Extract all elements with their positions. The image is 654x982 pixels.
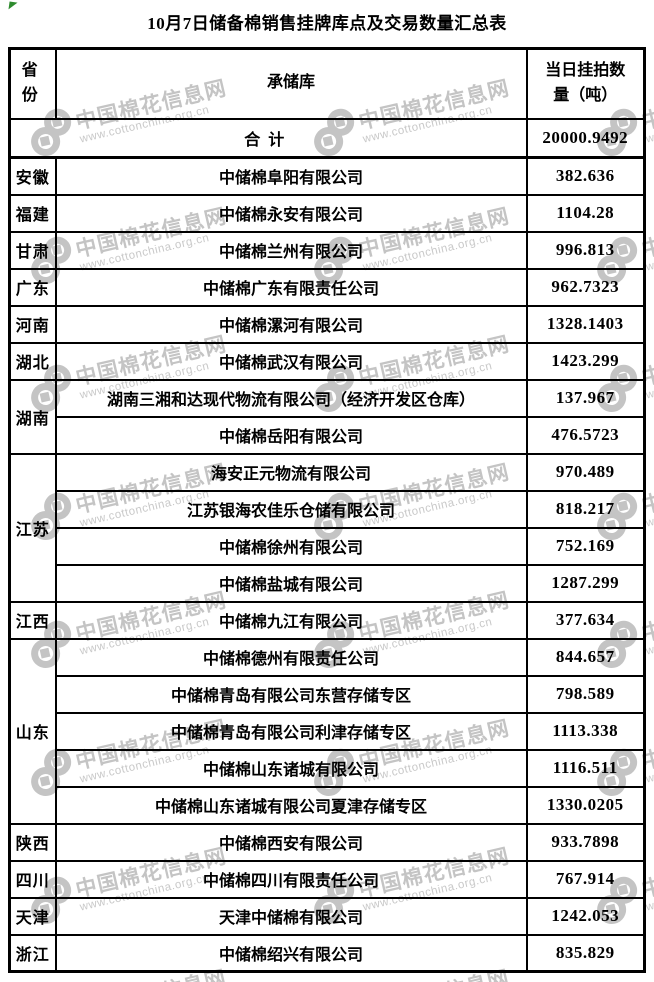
quantity-cell: 1113.338 — [525, 711, 646, 751]
table-row: 河南 中储棉漯河有限公司 1328.1403 — [8, 304, 646, 344]
warehouse-cell: 中储棉徐州有限公司 — [54, 526, 528, 566]
table-row: 安徽 中储棉阜阳有限公司 382.636 — [8, 156, 646, 196]
warehouse-cell: 中储棉武汉有限公司 — [54, 341, 528, 381]
warehouse-cell: 中储棉四川有限责任公司 — [54, 859, 528, 899]
table-row: 江苏银海农佳乐仓储有限公司 818.217 — [10, 489, 646, 529]
warehouse-cell: 中储棉漯河有限公司 — [54, 304, 528, 344]
header-quantity: 当日挂拍数量（吨） — [525, 47, 646, 120]
table-row: 甘肃 中储棉兰州有限公司 996.813 — [8, 230, 646, 270]
table-row: 福建 中储棉永安有限公司 1104.28 — [8, 193, 646, 233]
quantity-cell: 933.7898 — [525, 822, 646, 862]
province-cell: 广东 — [8, 267, 57, 307]
province-cell: 山东 — [8, 637, 57, 825]
watermark-site-url: www.cottonchina.org.cn — [644, 360, 654, 403]
warehouse-cell: 中储棉岳阳有限公司 — [54, 415, 528, 455]
table-row: 广东 中储棉广东有限责任公司 962.7323 — [8, 267, 646, 307]
table-row: 中储棉徐州有限公司 752.169 — [10, 526, 646, 566]
watermark-site-url: www.cottonchina.org.cn — [644, 872, 654, 915]
warehouse-cell: 江苏银海农佳乐仓储有限公司 — [54, 489, 528, 529]
warehouse-cell: 中储棉德州有限责任公司 — [54, 637, 528, 677]
table-row: 江苏 海安正元物流有限公司 970.489 — [8, 452, 646, 603]
watermark-site-url: www.cottonchina.org.cn — [644, 744, 654, 787]
quantity-cell: 1104.28 — [525, 193, 646, 233]
watermark-site-url: www.cottonchina.org.cn — [644, 104, 654, 147]
quantity-cell: 382.636 — [525, 156, 646, 196]
quantity-cell: 752.169 — [525, 526, 646, 566]
province-cell: 甘肃 — [8, 230, 57, 270]
table-row: 江西 中储棉九江有限公司 377.634 — [8, 600, 646, 640]
table-row: 中储棉盐城有限公司 1287.299 — [10, 563, 646, 603]
watermark-site-url: www.cottonchina.org.cn — [644, 488, 654, 531]
warehouse-cell: 中储棉阜阳有限公司 — [54, 156, 528, 196]
province-cell: 福建 — [8, 193, 57, 233]
table-row: 中储棉山东诸城有限公司 1116.511 — [10, 748, 646, 788]
summary-table: 省份 承储库 当日挂拍数量（吨） 合计 20000.9492 安徽 中储棉阜阳有限… — [8, 47, 646, 973]
province-cell: 天津 — [8, 896, 57, 936]
province-cell: 江苏 — [8, 452, 57, 603]
quantity-cell: 1242.053 — [525, 896, 646, 936]
warehouse-cell: 湖南三湘和达现代物流有限公司（经济开发区仓库） — [54, 378, 528, 418]
warehouse-cell: 海安正元物流有限公司 — [54, 452, 528, 492]
table-row: 中储棉青岛有限公司利津存储专区 1113.338 — [10, 711, 646, 751]
table-row: 湖南 湖南三湘和达现代物流有限公司（经济开发区仓库） 137.967 — [8, 378, 646, 455]
quantity-cell: 1116.511 — [525, 748, 646, 788]
header-warehouse: 承储库 — [54, 47, 528, 120]
quantity-cell: 970.489 — [525, 452, 646, 492]
province-cell: 江西 — [8, 600, 57, 640]
table-row: 浙江 中储棉绍兴有限公司 835.829 — [8, 933, 646, 973]
total-quantity: 20000.9492 — [525, 117, 646, 159]
green-corner-marker — [8, 1, 18, 11]
watermark-site-url: www.cottonchina.org.cn — [644, 616, 654, 659]
warehouse-cell: 中储棉兰州有限公司 — [54, 230, 528, 270]
header-province: 省份 — [8, 47, 57, 120]
table-row: 中储棉岳阳有限公司 476.5723 — [10, 415, 646, 455]
total-row: 合计 20000.9492 — [8, 117, 646, 159]
warehouse-cell: 中储棉青岛有限公司东营存储专区 — [54, 674, 528, 714]
quantity-cell: 1423.299 — [525, 341, 646, 381]
quantity-cell: 818.217 — [525, 489, 646, 529]
warehouse-cell: 中储棉山东诸城有限公司夏津存储专区 — [54, 785, 528, 825]
page-title: 10月7日储备棉销售挂牌库点及交易数量汇总表 — [147, 14, 507, 33]
quantity-cell: 476.5723 — [525, 415, 646, 455]
table-row: 中储棉青岛有限公司东营存储专区 798.589 — [10, 674, 646, 714]
province-cell: 安徽 — [8, 156, 57, 196]
warehouse-cell: 天津中储棉有限公司 — [54, 896, 528, 936]
quantity-cell: 767.914 — [525, 859, 646, 899]
province-cell: 湖南 — [8, 378, 57, 455]
quantity-cell: 1328.1403 — [525, 304, 646, 344]
quantity-cell: 1330.0205 — [525, 785, 646, 825]
warehouse-cell: 中储棉山东诸城有限公司 — [54, 748, 528, 788]
quantity-cell: 844.657 — [525, 637, 646, 677]
quantity-cell: 835.829 — [525, 933, 646, 973]
quantity-cell: 1287.299 — [525, 563, 646, 603]
warehouse-cell: 中储棉盐城有限公司 — [54, 563, 528, 603]
province-cell: 浙江 — [8, 933, 57, 973]
warehouse-cell: 中储棉永安有限公司 — [54, 193, 528, 233]
warehouse-cell: 中储棉广东有限责任公司 — [54, 267, 528, 307]
header-row: 省份 承储库 当日挂拍数量（吨） — [8, 47, 646, 120]
quantity-cell: 377.634 — [525, 600, 646, 640]
total-label: 合计 — [8, 117, 528, 159]
warehouse-cell: 中储棉青岛有限公司利津存储专区 — [54, 711, 528, 751]
table-row: 天津 天津中储棉有限公司 1242.053 — [8, 896, 646, 936]
warehouse-cell: 中储棉西安有限公司 — [54, 822, 528, 862]
quantity-cell: 137.967 — [525, 378, 646, 418]
table-row: 四川 中储棉四川有限责任公司 767.914 — [8, 859, 646, 899]
watermark-site-url: www.cottonchina.org.cn — [644, 232, 654, 275]
warehouse-cell: 中储棉九江有限公司 — [54, 600, 528, 640]
province-cell: 河南 — [8, 304, 57, 344]
province-cell: 陕西 — [8, 822, 57, 862]
province-cell: 四川 — [8, 859, 57, 899]
table-row: 中储棉山东诸城有限公司夏津存储专区 1330.0205 — [10, 785, 646, 825]
warehouse-cell: 中储棉绍兴有限公司 — [54, 933, 528, 973]
province-cell: 湖北 — [8, 341, 57, 381]
table-row: 湖北 中储棉武汉有限公司 1423.299 — [8, 341, 646, 381]
quantity-cell: 962.7323 — [525, 267, 646, 307]
quantity-cell: 798.589 — [525, 674, 646, 714]
table-row: 山东 中储棉德州有限责任公司 844.657 — [8, 637, 646, 825]
table-row: 陕西 中储棉西安有限公司 933.7898 — [8, 822, 646, 862]
quantity-cell: 996.813 — [525, 230, 646, 270]
